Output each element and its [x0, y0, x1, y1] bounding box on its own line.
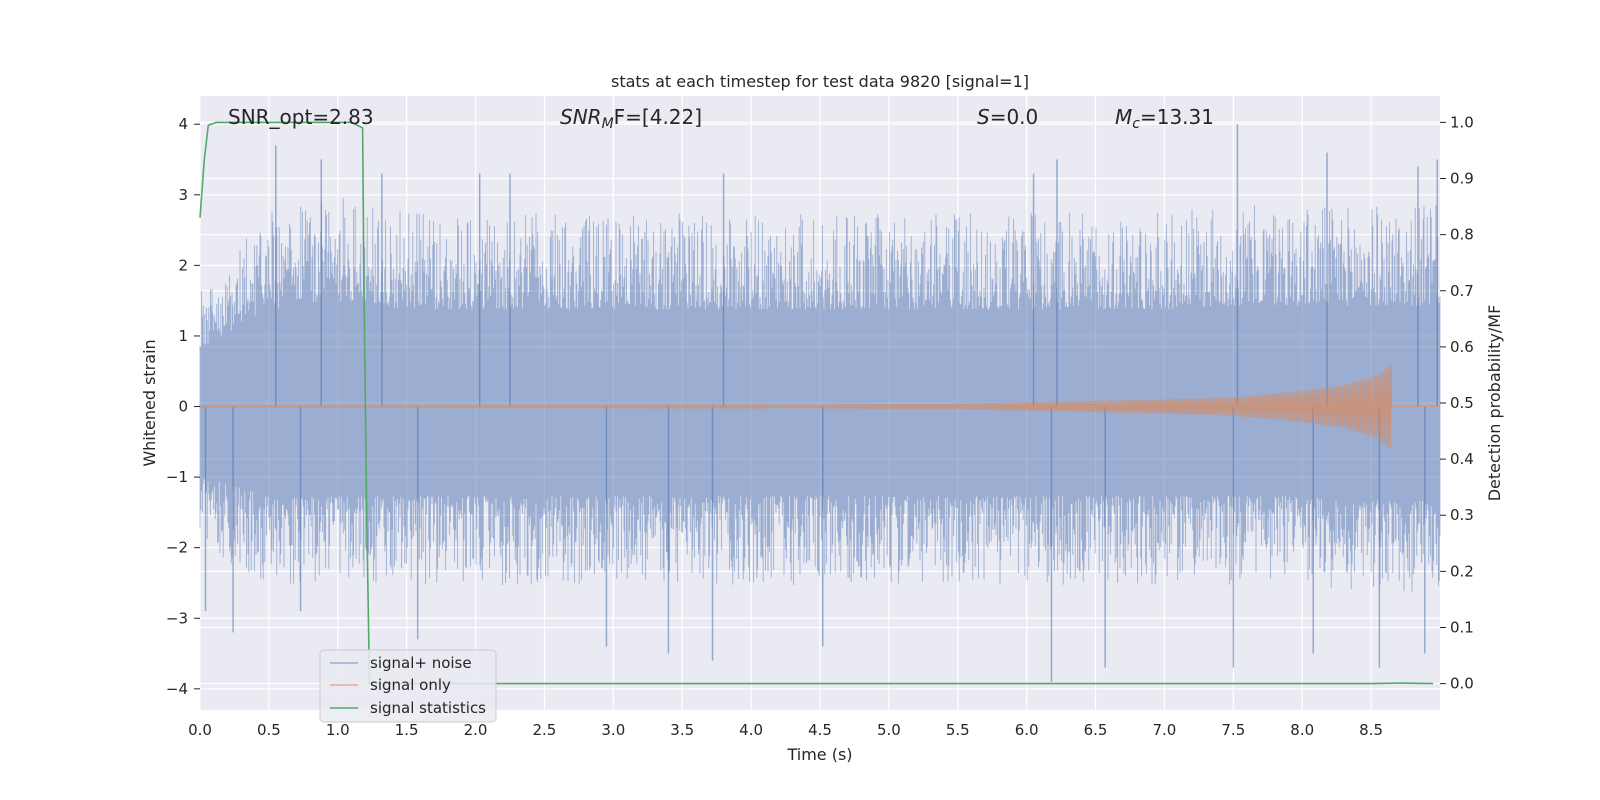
- annotation-mc: Mc=13.31: [1115, 105, 1214, 132]
- annotation-snr-mf: SNRMF=[4.22]: [560, 105, 702, 132]
- y-axis-label: Whitened strain: [140, 339, 159, 466]
- x-tick-label: 0.0: [188, 721, 212, 739]
- x-tick-label: 8.0: [1290, 721, 1314, 739]
- y-tick-label: −1: [166, 468, 188, 486]
- annotation-snr-mf-main: SNR: [560, 105, 602, 129]
- x-tick-label: 4.5: [808, 721, 832, 739]
- annotation-snr-mf-rest: F=[4.22]: [614, 105, 702, 129]
- legend-box: [319, 649, 497, 723]
- x-tick-label: 0.5: [257, 721, 281, 739]
- series-signal-statistics: [199, 121, 1434, 685]
- annotation-s-main: S: [977, 105, 990, 129]
- y2-tick-label: 0.2: [1450, 562, 1474, 580]
- annotation-snr-opt: SNR_opt=2.83: [228, 105, 374, 129]
- y2-tick-label: 0.3: [1450, 506, 1474, 524]
- chirp-line: [199, 364, 1440, 448]
- annotation-mc-sub: c: [1132, 116, 1140, 132]
- annotation-s: S=0.0: [977, 105, 1038, 129]
- y2-axis-ticks: 1.0 0.9 0.8 0.7 0.6 0.5 0.4 0.3 0.2 0.1 0.0: [1440, 113, 1474, 693]
- statistics-line: [199, 121, 1434, 685]
- x-axis-label: Time (s): [786, 745, 852, 764]
- y2-axis-label: Detection probability/MF: [1485, 305, 1504, 502]
- y2-tick-label: 0.4: [1450, 450, 1474, 468]
- x-tick-label: 3.0: [601, 721, 625, 739]
- y2-tick-label: 0.7: [1450, 282, 1474, 300]
- legend-label-signal-noise: signal+ noise: [370, 654, 472, 672]
- x-tick-label: 3.5: [670, 721, 694, 739]
- y2-tick-label: 0.1: [1450, 618, 1474, 636]
- y2-tick-label: 0.8: [1450, 226, 1474, 244]
- x-tick-label: 5.5: [946, 721, 970, 739]
- chart-title: stats at each timestep for test data 982…: [611, 72, 1029, 91]
- x-tick-label: 8.5: [1359, 721, 1383, 739]
- x-tick-label: 7.0: [1153, 721, 1177, 739]
- y-tick-label: 4: [178, 115, 188, 133]
- annotation-mc-rest: =13.31: [1140, 105, 1214, 129]
- x-tick-label: 7.5: [1221, 721, 1245, 739]
- annotation-mc-main: M: [1115, 105, 1132, 129]
- x-tick-label: 6.0: [1015, 721, 1039, 739]
- y2-tick-label: 0.9: [1450, 170, 1474, 188]
- y-tick-label: 3: [178, 186, 188, 204]
- legend-label-signal-statistics: signal statistics: [370, 699, 486, 717]
- y-tick-label: −2: [166, 539, 188, 557]
- y2-tick-label: 0.6: [1450, 338, 1474, 356]
- y2-tick-label: 0.5: [1450, 394, 1474, 412]
- x-tick-label: 2.5: [533, 721, 557, 739]
- y-tick-label: 1: [178, 327, 188, 345]
- annotation-s-rest: =0.0: [990, 105, 1039, 129]
- x-tick-label: 6.5: [1084, 721, 1108, 739]
- y-tick-label: −3: [166, 609, 188, 627]
- y2-tick-label: 0.0: [1450, 675, 1474, 693]
- annotation-snr-mf-sub: M: [602, 116, 614, 132]
- y-tick-label: 0: [178, 398, 188, 416]
- x-axis-ticks: 0.0 0.5 1.0 1.5 2.0 2.5 3.0 3.5 4.0 4.5 5.0 5.5 6.0 6…: [188, 721, 1383, 739]
- x-tick-label: 4.0: [739, 721, 763, 739]
- x-tick-label: 2.0: [464, 721, 488, 739]
- y-tick-label: −4: [166, 680, 188, 698]
- x-tick-label: 1.5: [395, 721, 419, 739]
- y-tick-label: 2: [178, 256, 188, 274]
- series-signal-only: [199, 364, 1440, 448]
- x-tick-label: 1.0: [326, 721, 350, 739]
- legend-label-signal-only: signal only: [370, 676, 451, 694]
- legend: signal+ noise signal only signal statist…: [319, 649, 497, 723]
- y2-tick-label: 1.0: [1450, 113, 1474, 131]
- x-tick-label: 5.0: [877, 721, 901, 739]
- y-axis-ticks: 4 3 2 1 0 −1 −2 −3 −4: [166, 115, 200, 698]
